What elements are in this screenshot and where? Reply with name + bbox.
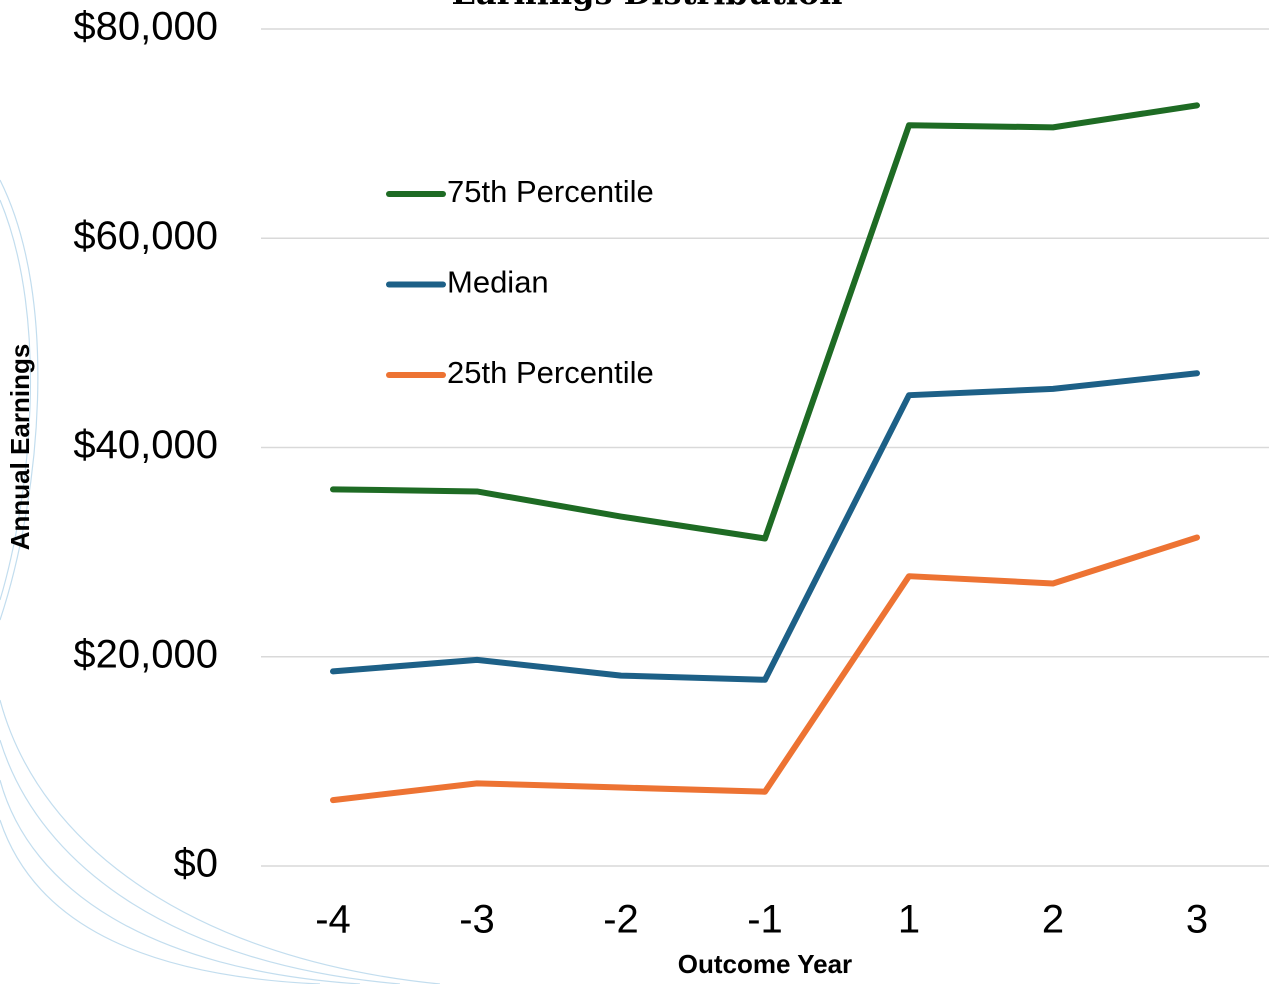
- x-tick-label: 1: [898, 898, 920, 942]
- series-line: [330, 534, 1200, 804]
- x-tick-label: 2: [1042, 898, 1064, 942]
- x-tick-label: -1: [747, 898, 783, 942]
- legend-label: 75th Percentile: [447, 174, 654, 209]
- series-line: [330, 370, 1200, 683]
- x-tick-label: -4: [315, 898, 351, 942]
- background-decoration: [0, 179, 441, 984]
- y-tick-label: $0: [174, 842, 219, 886]
- y-tick-label: $80,000: [73, 5, 218, 49]
- series-line: [330, 102, 1200, 542]
- x-tick-label: -3: [459, 898, 495, 942]
- y-tick-label: $60,000: [73, 214, 218, 258]
- y-tick-label: $20,000: [73, 632, 218, 676]
- y-tick-label: $40,000: [73, 423, 218, 467]
- x-tick-label: 3: [1186, 898, 1208, 942]
- legend-label: 25th Percentile: [447, 355, 654, 390]
- x-axis-label: Outcome Year: [678, 949, 852, 979]
- x-tick-label: -2: [603, 898, 639, 942]
- chart-title: Earnings Distribution: [451, 0, 842, 12]
- legend-label: Median: [447, 265, 549, 300]
- y-axis-label: Annual Earnings: [5, 344, 35, 551]
